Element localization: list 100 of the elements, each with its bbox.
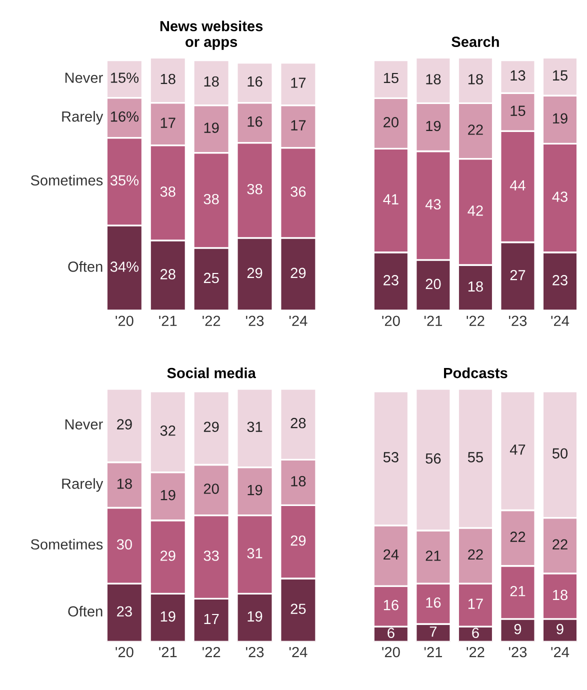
data-label: 34%: [110, 262, 139, 272]
data-label: 28: [290, 418, 306, 428]
data-label: 15: [553, 70, 568, 81]
data-label: 33: [204, 550, 219, 561]
series-label: Never: [65, 72, 103, 83]
data-label: 25: [290, 604, 306, 614]
series-label: Often: [68, 261, 102, 272]
data-label: 18: [426, 74, 441, 84]
data-label: 38: [247, 184, 262, 194]
data-label: 16: [248, 116, 262, 127]
data-label: 35%: [110, 175, 139, 186]
chart-title: Search: [452, 36, 499, 48]
x-tick-label: '20: [116, 646, 134, 658]
x-tick-label: '20: [382, 646, 400, 658]
data-label: 31: [247, 422, 262, 432]
data-label: 53: [383, 452, 398, 462]
data-label: 17: [204, 614, 219, 624]
data-label: 19: [204, 122, 219, 133]
data-label: 19: [160, 611, 176, 622]
data-label: 38: [160, 186, 176, 197]
data-label: 9: [514, 624, 522, 634]
data-label: 17: [160, 118, 176, 128]
data-label: 7: [430, 626, 437, 637]
data-label: 29: [290, 268, 306, 278]
data-label: 19: [426, 120, 441, 132]
data-label: 18: [204, 76, 219, 87]
data-label: 15%: [110, 72, 139, 83]
data-label: 55: [468, 452, 483, 462]
x-tick-label: '23: [246, 316, 264, 326]
x-tick-label: '21: [159, 646, 177, 658]
data-label: 16: [248, 76, 262, 87]
data-label: 36: [290, 186, 306, 197]
data-label: 30: [116, 539, 132, 550]
data-label: 44: [510, 180, 526, 190]
data-label: 19: [553, 113, 568, 124]
data-label: 29: [117, 419, 132, 430]
series-label: Sometimes: [30, 538, 103, 550]
x-tick-label: '23: [246, 646, 264, 658]
chart-title: Social media: [167, 368, 256, 378]
data-label: 29: [290, 535, 306, 546]
data-label: 50: [552, 448, 568, 459]
data-label: 24: [384, 549, 399, 560]
x-tick-label: '21: [424, 646, 442, 658]
data-label: 22: [510, 532, 526, 542]
data-label: 38: [204, 194, 219, 204]
data-label: 29: [247, 268, 262, 278]
chart-title: Podcasts: [444, 368, 508, 378]
data-label: 18: [468, 74, 483, 84]
data-label: 21: [510, 586, 526, 596]
data-label: 41: [383, 194, 398, 204]
series-label: Sometimes: [30, 174, 103, 186]
data-label: 22: [552, 539, 568, 550]
x-tick-label: '20: [116, 316, 134, 326]
data-label: 9: [556, 624, 564, 634]
series-label: Often: [68, 606, 102, 617]
data-label: 18: [468, 281, 483, 292]
data-label: 28: [160, 269, 176, 280]
data-label: 17: [468, 598, 483, 609]
data-label: 16: [384, 600, 398, 610]
data-label: 29: [204, 422, 219, 432]
data-label: 6: [388, 628, 394, 638]
data-label: 22: [468, 124, 483, 135]
data-label: 27: [510, 270, 526, 280]
data-label: 15: [384, 72, 398, 84]
data-label: 17: [291, 120, 306, 130]
data-label: 18: [291, 476, 306, 486]
x-tick-label: '24: [551, 646, 570, 658]
data-label: 19: [248, 484, 262, 496]
data-label: 31: [247, 548, 262, 558]
x-tick-label: '23: [508, 646, 527, 658]
data-label: 16%: [110, 111, 139, 122]
data-label: 17: [291, 78, 306, 88]
data-label: 23: [384, 275, 398, 286]
data-label: 18: [160, 74, 176, 84]
data-label: 23: [117, 606, 132, 617]
data-label: 19: [248, 611, 262, 622]
data-label: 25: [204, 272, 219, 284]
x-tick-label: '24: [551, 316, 570, 326]
data-label: 13: [510, 70, 526, 81]
data-label: 43: [425, 199, 441, 210]
x-tick-label: '22: [202, 646, 220, 658]
data-label: 23: [552, 275, 568, 286]
data-label: 56: [426, 453, 441, 464]
x-tick-label: '22: [466, 316, 484, 326]
data-label: 43: [552, 192, 568, 202]
data-label: 20: [426, 278, 441, 290]
data-label: 29: [160, 550, 176, 561]
x-tick-label: '20: [382, 316, 400, 326]
data-label: 20: [204, 484, 219, 494]
series-label: Never: [65, 419, 103, 430]
data-label: 21: [426, 550, 441, 561]
data-label: 16: [426, 597, 441, 608]
data-label: 20: [384, 117, 398, 128]
data-label: 22: [468, 549, 483, 560]
x-tick-label: '22: [466, 646, 484, 658]
series-label: Rarely: [62, 478, 104, 492]
x-tick-label: '22: [202, 316, 220, 326]
data-label: 19: [160, 490, 176, 500]
data-label: 18: [117, 478, 132, 489]
data-label: 32: [160, 425, 176, 436]
